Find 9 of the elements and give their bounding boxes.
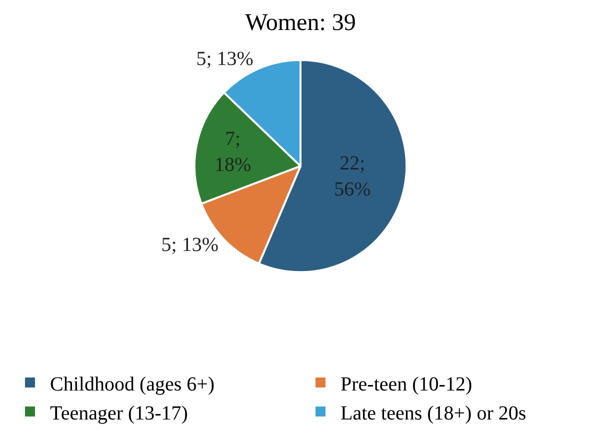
- chart-title: Women: 39: [245, 10, 356, 36]
- legend-label: Teenager (13-17): [50, 402, 188, 424]
- data-label: 5; 13%: [196, 48, 254, 70]
- data-label: 7; 18%: [214, 128, 252, 176]
- data-label: 22; 56%: [334, 152, 371, 201]
- legend-label: Late teens (18+) or 20s: [340, 402, 526, 424]
- legend-label: Childhood (ages 6+): [50, 373, 215, 396]
- legend-label: Pre-teen (10-12): [340, 373, 472, 396]
- data-label: 5; 13%: [161, 234, 219, 256]
